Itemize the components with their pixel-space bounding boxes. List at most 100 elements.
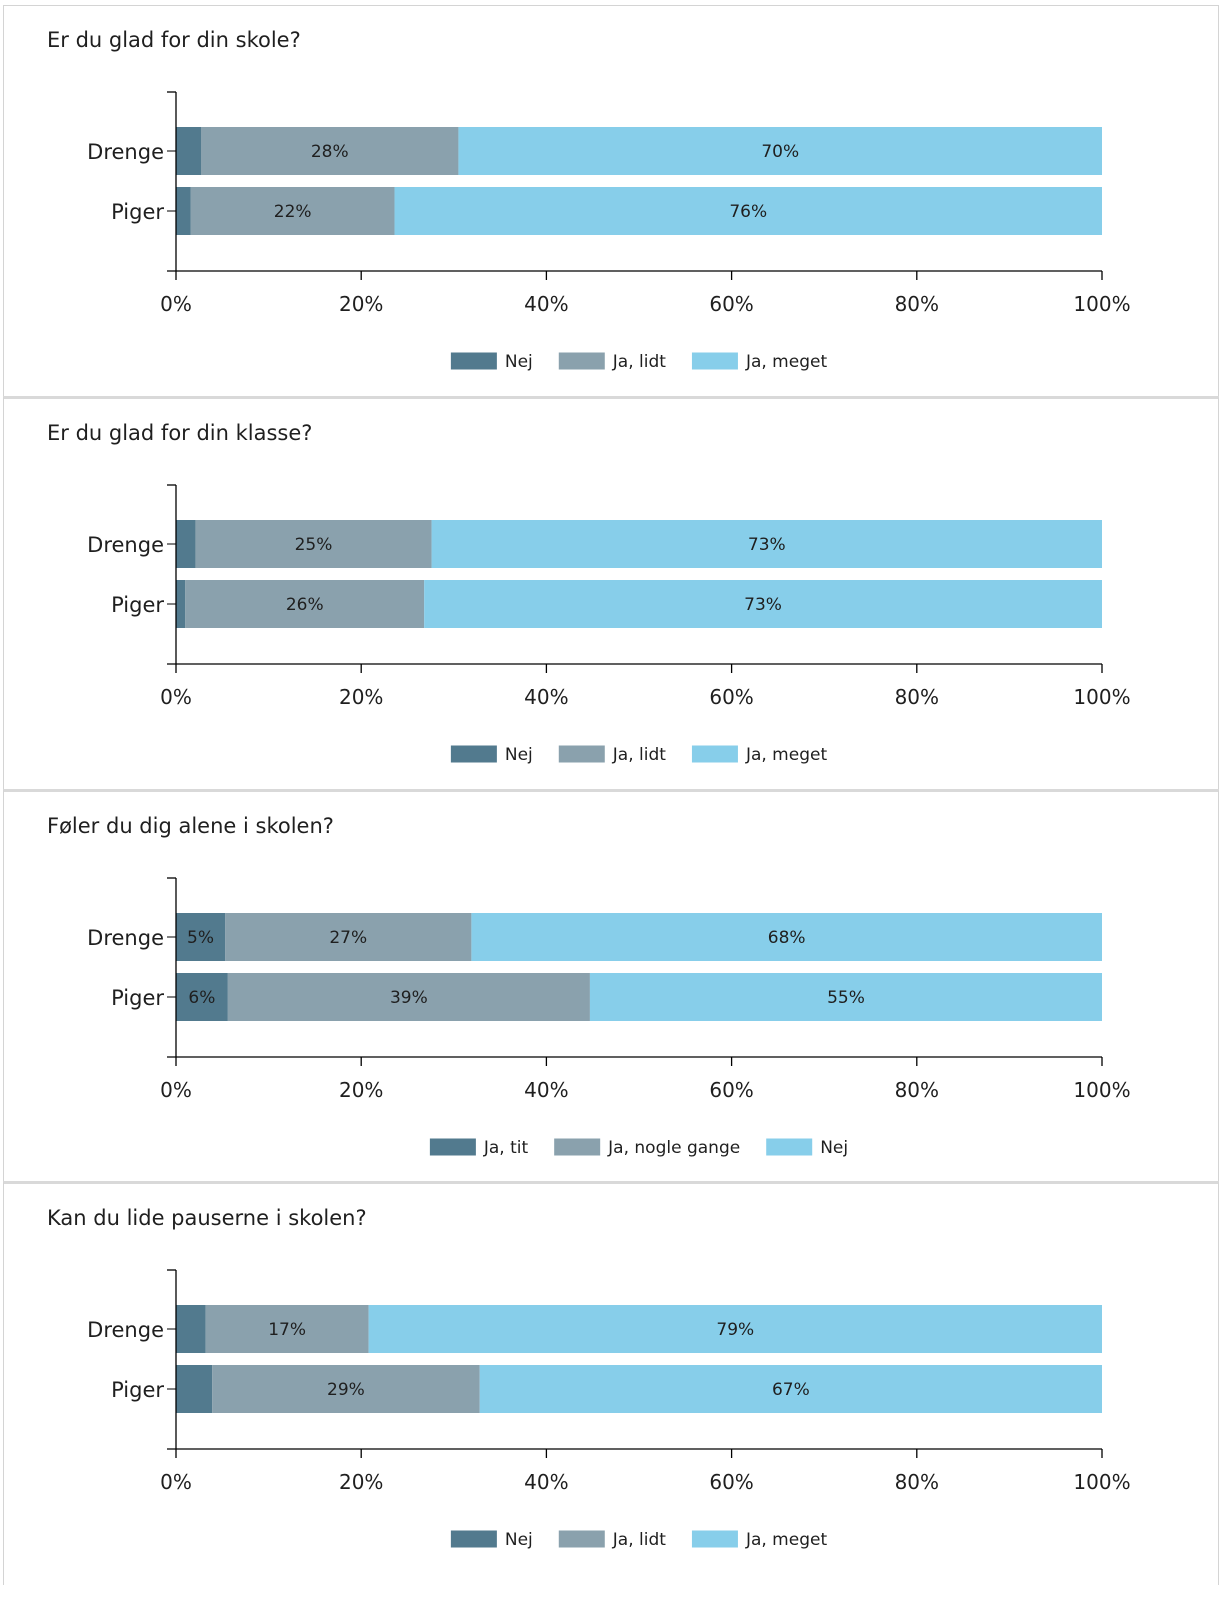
legend-label: Ja, lidt bbox=[612, 745, 666, 765]
category-label: Piger bbox=[111, 593, 164, 617]
bar-segment bbox=[431, 520, 1102, 568]
bar-segment bbox=[479, 1365, 1102, 1413]
legend: Nej Ja, lidt Ja, meget bbox=[450, 745, 828, 765]
legend-label: Ja, lidt bbox=[612, 352, 666, 372]
bar-segment bbox=[471, 913, 1102, 961]
chart-panel-1: Er du glad for din skole? 28% 70% Drenge 22… bbox=[3, 5, 1219, 409]
legend-item: Ja, lidt bbox=[558, 1530, 666, 1550]
legend-label: Ja, meget bbox=[745, 1530, 828, 1550]
bar-segment bbox=[424, 580, 1103, 628]
chart-title: Er du glad for din skole? bbox=[47, 28, 301, 52]
x-tick-label: 60% bbox=[709, 1470, 753, 1494]
chart-panel-3: Føler du dig alene i skolen? 5% 27% 68% Dre… bbox=[3, 789, 1219, 1193]
legend-swatch bbox=[450, 745, 497, 763]
stacked-bar-chart: 25% 73% Drenge 26% 73% Piger 0% 20% 40% 60% 80% 100… bbox=[87, 484, 1131, 765]
data-label: 73% bbox=[748, 535, 786, 555]
x-tick-label: 80% bbox=[895, 685, 939, 709]
x-tick-label: 40% bbox=[524, 292, 568, 316]
data-label: 70% bbox=[761, 142, 799, 162]
data-label: 76% bbox=[729, 202, 767, 222]
x-tick-label: 100% bbox=[1073, 1078, 1130, 1102]
category-label: Drenge bbox=[87, 140, 164, 164]
x-tick-label: 0% bbox=[160, 1470, 192, 1494]
x-tick-label: 20% bbox=[339, 292, 383, 316]
legend-item: Ja, meget bbox=[691, 352, 828, 372]
legend-swatch bbox=[766, 1138, 813, 1156]
legend-label: Nej bbox=[505, 1530, 533, 1550]
bar-segment bbox=[368, 1305, 1102, 1353]
x-tick-label: 60% bbox=[709, 1078, 753, 1102]
bar-segment bbox=[176, 127, 202, 175]
legend-swatch bbox=[450, 352, 497, 370]
data-label: 5% bbox=[187, 928, 214, 948]
legend-label: Ja, tit bbox=[483, 1138, 529, 1158]
data-label: 26% bbox=[286, 595, 324, 615]
legend-item: Ja, lidt bbox=[558, 745, 666, 765]
legend-label: Nej bbox=[820, 1138, 848, 1158]
legend-label: Ja, meget bbox=[745, 352, 828, 372]
bar-segment bbox=[176, 187, 191, 235]
legend: Nej Ja, lidt Ja, meget bbox=[450, 1530, 828, 1550]
chart-title: Er du glad for din klasse? bbox=[47, 421, 313, 445]
bar-segment bbox=[589, 973, 1102, 1021]
legend-label: Ja, lidt bbox=[612, 1530, 666, 1550]
x-tick-label: 0% bbox=[160, 292, 192, 316]
x-tick-label: 0% bbox=[160, 685, 192, 709]
x-tick-label: 40% bbox=[524, 685, 568, 709]
bar-segment bbox=[176, 520, 196, 568]
x-tick-label: 0% bbox=[160, 1078, 192, 1102]
x-tick-label: 80% bbox=[895, 292, 939, 316]
x-tick-label: 20% bbox=[339, 685, 383, 709]
category-label: Piger bbox=[111, 986, 164, 1010]
stacked-bar-chart: 5% 27% 68% Drenge 6% 39% 55% Piger 0% 20% 40% 60% 80… bbox=[87, 877, 1131, 1158]
bar-segment bbox=[195, 520, 432, 568]
legend-swatch bbox=[429, 1138, 476, 1156]
x-tick-label: 100% bbox=[1073, 1470, 1130, 1494]
chart-title: Føler du dig alene i skolen? bbox=[47, 814, 334, 838]
legend-item: Nej bbox=[450, 1530, 533, 1550]
legend-item: Ja, meget bbox=[691, 745, 828, 765]
data-label: 73% bbox=[744, 595, 782, 615]
category-label: Piger bbox=[111, 1378, 164, 1402]
x-tick-label: 60% bbox=[709, 292, 753, 316]
data-label: 22% bbox=[274, 202, 312, 222]
legend-swatch bbox=[691, 1530, 738, 1548]
chart-title: Kan du lide pauserne i skolen? bbox=[47, 1206, 367, 1230]
bar-segment bbox=[227, 973, 590, 1021]
legend-item: Nej bbox=[766, 1138, 848, 1158]
legend-swatch bbox=[691, 352, 738, 370]
legend-swatch bbox=[558, 1530, 605, 1548]
legend-item: Ja, lidt bbox=[558, 352, 666, 372]
data-label: 68% bbox=[768, 928, 806, 948]
data-label: 28% bbox=[311, 142, 349, 162]
legend-swatch bbox=[691, 745, 738, 763]
bar-segment bbox=[212, 1365, 480, 1413]
data-label: 67% bbox=[772, 1380, 810, 1400]
legend-swatch bbox=[558, 352, 605, 370]
data-label: 6% bbox=[188, 988, 215, 1008]
stacked-bar-chart: 17% 79% Drenge 29% 67% Piger 0% 20% 40% 60% 80% 100… bbox=[87, 1269, 1131, 1550]
legend-label: Ja, nogle gange bbox=[607, 1138, 740, 1158]
bar-segment bbox=[394, 187, 1102, 235]
legend-swatch bbox=[554, 1138, 601, 1156]
x-tick-label: 100% bbox=[1073, 685, 1130, 709]
x-tick-label: 40% bbox=[524, 1078, 568, 1102]
data-label: 17% bbox=[268, 1320, 306, 1340]
data-label: 55% bbox=[827, 988, 865, 1008]
legend-label: Nej bbox=[505, 352, 533, 372]
legend-item: Nej bbox=[450, 745, 533, 765]
legend-label: Ja, meget bbox=[745, 745, 828, 765]
legend-label: Nej bbox=[505, 745, 533, 765]
bar-segment bbox=[205, 1305, 369, 1353]
data-label: 39% bbox=[390, 988, 428, 1008]
category-label: Drenge bbox=[87, 1318, 164, 1342]
legend: Ja, tit Ja, nogle gange Nej bbox=[429, 1138, 848, 1158]
data-label: 27% bbox=[329, 928, 367, 948]
legend-swatch bbox=[450, 1530, 497, 1548]
bar-segment bbox=[190, 187, 395, 235]
legend-item: Ja, meget bbox=[691, 1530, 828, 1550]
bar-segment bbox=[176, 973, 228, 1021]
x-tick-label: 100% bbox=[1073, 292, 1130, 316]
bar-segment bbox=[225, 913, 472, 961]
